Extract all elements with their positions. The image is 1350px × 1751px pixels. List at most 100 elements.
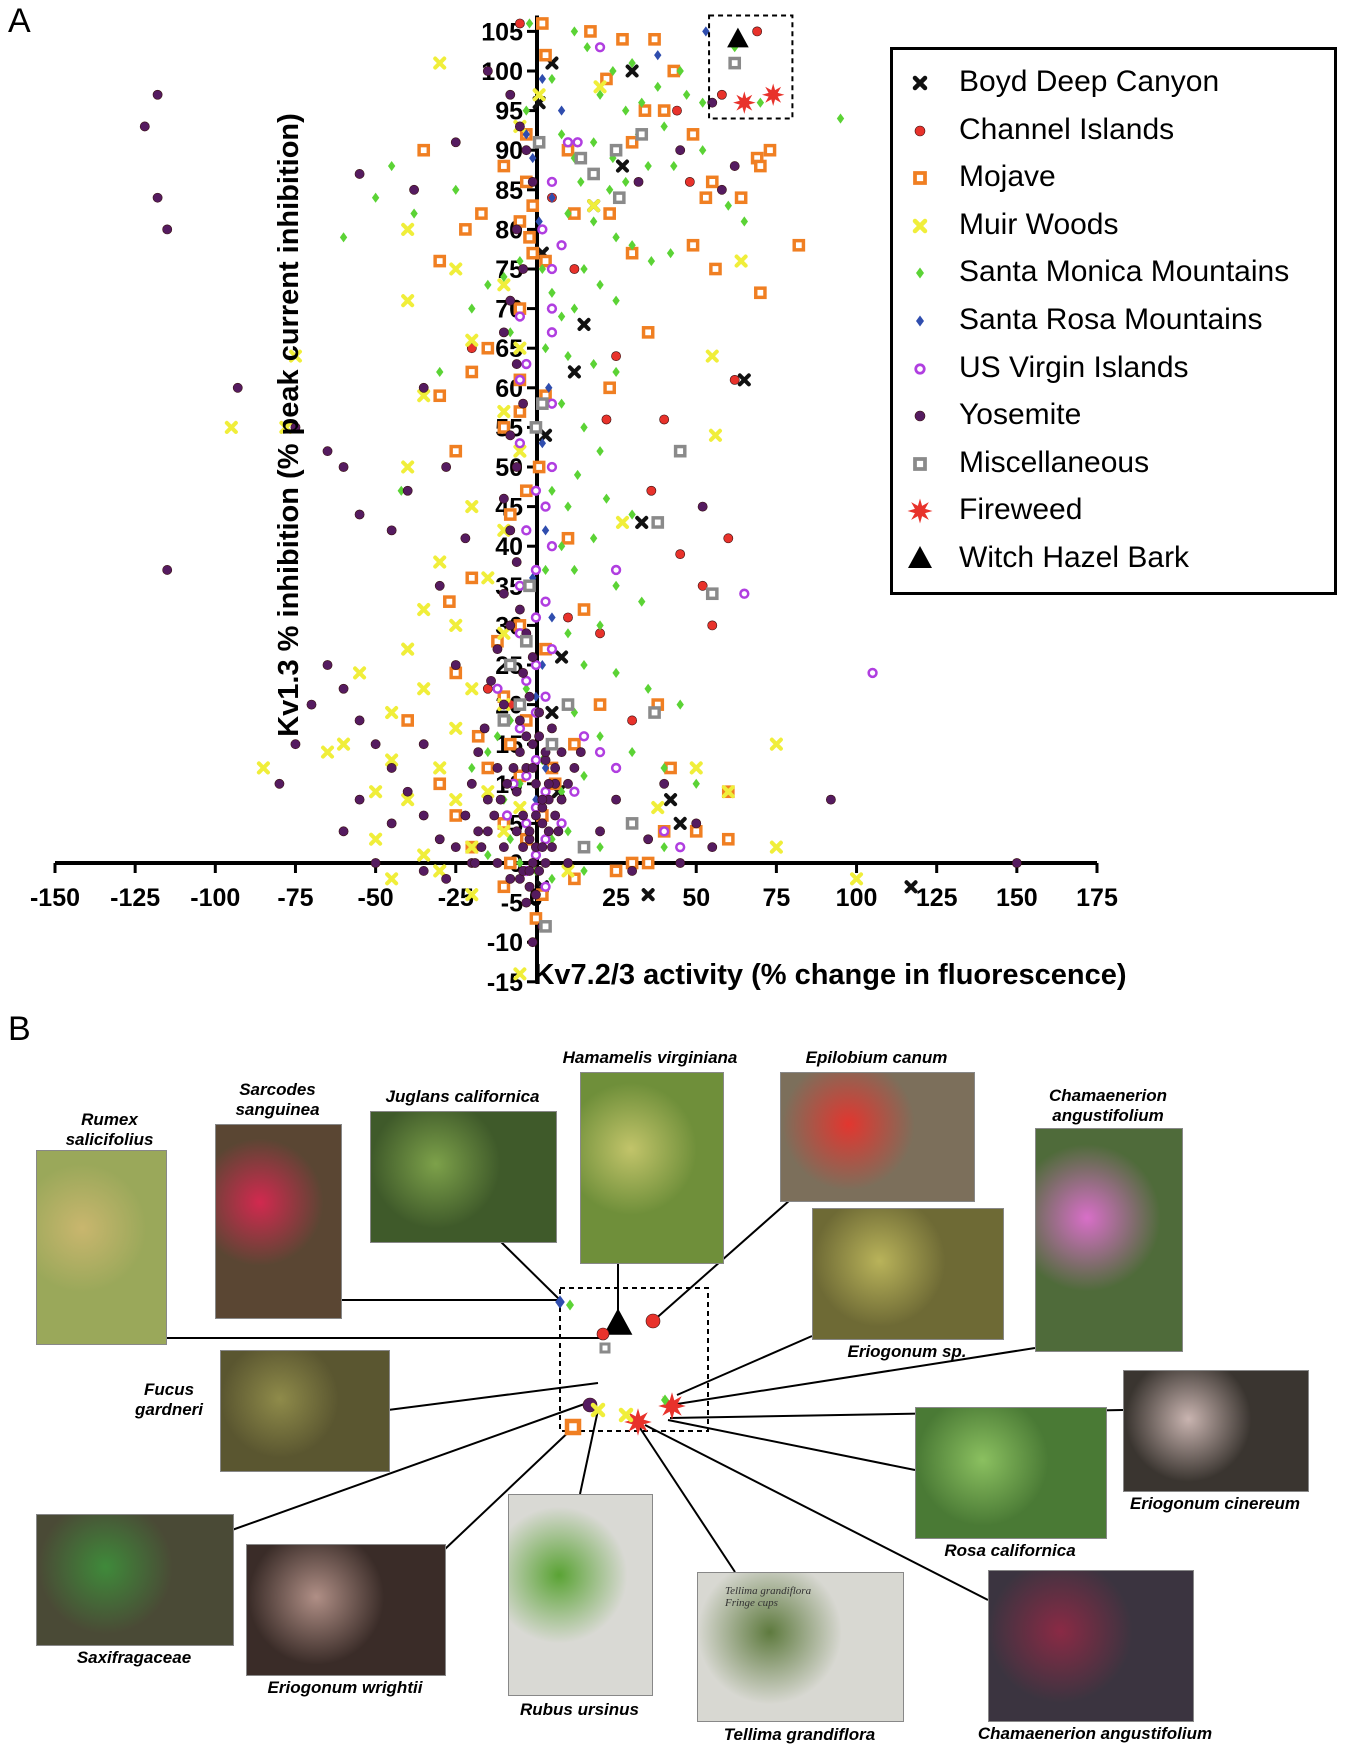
point-yosemite [274, 778, 285, 789]
point-santa-monica-mountains [612, 366, 620, 378]
point-yosemite [611, 794, 621, 805]
point-santa-monica-mountains [628, 240, 636, 251]
x-tick-label: 100 [836, 884, 878, 912]
point-yosemite [370, 858, 381, 868]
point-muir-woods [353, 666, 367, 680]
point-yosemite [521, 897, 532, 908]
point-santa-monica-mountains [570, 564, 579, 576]
point-santa-monica-mountains [522, 683, 530, 694]
point-us-virgin-islands [546, 643, 558, 655]
point-santa-monica-mountains [557, 129, 566, 140]
point-yosemite [505, 430, 516, 441]
point-yosemite [482, 794, 493, 805]
point-santa-monica-mountains [589, 216, 598, 227]
photo-eriogonum-sp [812, 1208, 1004, 1340]
point-yosemite [386, 818, 397, 829]
point-us-virgin-islands [540, 691, 551, 702]
point-yosemite [691, 818, 702, 829]
inset-marker [555, 1295, 565, 1309]
point-mojave [503, 856, 517, 870]
point-yosemite [338, 683, 349, 694]
point-us-virgin-islands [546, 263, 558, 275]
y-tick-label: -10 [487, 929, 523, 957]
point-santa-monica-mountains [580, 263, 588, 275]
point-boyd-deep-canyon [545, 705, 559, 720]
inset-marker [603, 1308, 633, 1335]
point-muir-woods [721, 785, 735, 799]
point-channel-islands [646, 485, 657, 496]
point-mojave [657, 104, 671, 117]
point-yosemite [386, 525, 397, 536]
point-muir-woods [734, 254, 748, 268]
point-yosemite [825, 794, 836, 805]
point-channel-islands [569, 264, 580, 274]
point-us-virgin-islands [540, 786, 551, 797]
legend-marker-icon [912, 218, 928, 234]
photo-juglans [370, 1111, 557, 1243]
legend-marker [914, 125, 926, 136]
legend-marker [908, 546, 932, 568]
point-miscellaneous [519, 634, 533, 648]
point-yosemite [550, 810, 561, 821]
point-yosemite [534, 707, 545, 718]
point-muir-woods [481, 571, 495, 585]
point-santa-rosa-mountains [538, 438, 547, 449]
point-santa-rosa-mountains [535, 216, 543, 227]
inset-marker [645, 1313, 661, 1329]
point-boyd-deep-canyon [641, 888, 655, 902]
point-santa-rosa-mountains [548, 192, 556, 203]
point-santa-monica-mountains [516, 256, 524, 267]
point-yosemite [482, 66, 493, 76]
point-muir-woods [561, 864, 575, 878]
point-yosemite [162, 224, 173, 235]
point-muir-woods [651, 801, 665, 815]
point-santa-monica-mountains [577, 176, 585, 187]
point-fireweed [761, 83, 785, 107]
point-yosemite [492, 763, 503, 773]
inset-marker [624, 1408, 652, 1436]
connector-line [494, 1235, 561, 1301]
point-yosemite [527, 176, 538, 187]
point-muir-woods [337, 737, 351, 751]
point-muir-woods [256, 761, 270, 775]
point-yosemite [556, 747, 567, 758]
point-yosemite [495, 794, 506, 805]
point-yosemite [524, 826, 535, 837]
legend-label: Mojave [959, 160, 1056, 194]
legend-item-boyd-deep-canyon: Boyd Deep Canyon [893, 60, 1334, 106]
point-yosemite [707, 842, 718, 853]
point-yosemite [518, 398, 528, 409]
point-santa-monica-mountains [557, 541, 566, 552]
point-santa-monica-mountains [371, 192, 380, 203]
connector-line [667, 1419, 916, 1471]
point-mojave [433, 777, 447, 791]
point-mojave [465, 571, 479, 585]
point-mojave [449, 809, 463, 822]
point-santa-monica-mountains [612, 232, 620, 243]
point-yosemite [505, 620, 516, 631]
point-muir-woods [449, 262, 463, 276]
photo-chamaenerion1 [1035, 1128, 1183, 1352]
point-yosemite [659, 778, 670, 789]
photo-saxifragaceae [36, 1514, 234, 1646]
point-santa-monica-mountains [570, 707, 579, 718]
point-miscellaneous [625, 817, 639, 830]
connector-line [231, 1401, 591, 1531]
point-santa-monica-mountains [609, 153, 617, 164]
y-tick-label: 40 [495, 533, 523, 561]
inset-marker [566, 1299, 574, 1311]
point-santa-monica-mountains [538, 263, 547, 275]
point-us-virgin-islands [537, 224, 548, 235]
legend-item-miscellaneous: Miscellaneous [893, 441, 1334, 487]
point-yosemite [543, 826, 554, 837]
point-yosemite [550, 763, 561, 773]
point-muir-woods [465, 333, 479, 347]
legend-marker-icon [907, 498, 933, 524]
caption-tellima: Tellima grandiflora [723, 1725, 876, 1744]
point-santa-monica-mountains [612, 580, 620, 591]
point-muir-woods [401, 642, 415, 656]
point-muir-woods [369, 785, 383, 799]
point-santa-monica-mountains [596, 279, 604, 290]
point-yosemite [498, 493, 509, 504]
point-channel-islands [514, 18, 525, 29]
